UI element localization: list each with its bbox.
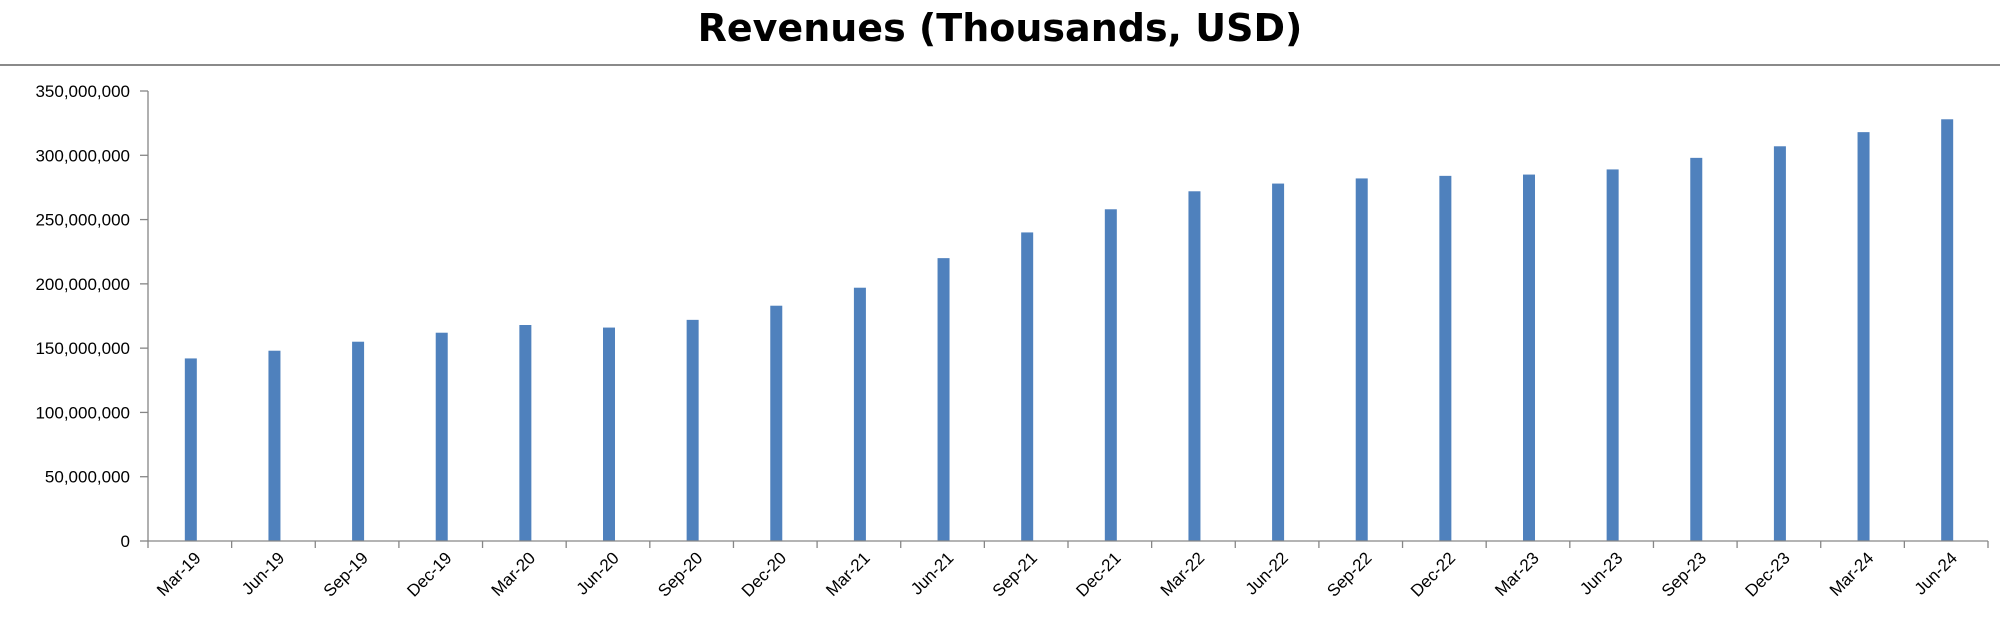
x-tick-label: Dec-19	[403, 548, 455, 600]
bars	[184, 119, 1954, 542]
bar	[1690, 157, 1703, 541]
title-divider	[0, 64, 2000, 66]
x-tick-label: Jun-19	[238, 548, 288, 598]
y-tick-label: 250,000,000	[35, 211, 130, 230]
x-tick-label: Dec-20	[738, 548, 790, 600]
x-tick-label: Jun-21	[907, 548, 957, 598]
y-tick-label: 300,000,000	[35, 146, 130, 165]
x-axis: Mar-19 Jun-19 Sep-19 Dec-19 Mar-20 Jun-20 Sep-…	[147, 540, 1989, 601]
bar	[1021, 232, 1034, 541]
x-tick-label: Sep-19	[320, 548, 372, 600]
chart-title: Revenues (Thousands, USD)	[697, 6, 1303, 50]
bar	[1439, 175, 1452, 541]
bar	[1773, 146, 1786, 542]
bar	[1104, 209, 1117, 542]
x-tick-label: Sep-23	[1658, 548, 1710, 600]
bar	[1523, 174, 1535, 542]
bar	[184, 358, 197, 541]
x-tick-label: Mar-21	[822, 548, 874, 600]
x-tick-label: Jun-22	[1242, 548, 1292, 598]
x-tick-label: Mar-20	[488, 548, 540, 600]
x-tick-label: Dec-23	[1742, 548, 1794, 600]
x-tick-label: Mar-24	[1826, 548, 1878, 600]
y-axis: 0 50,000,000 100,000,000 150,000,000 200,000…	[35, 82, 149, 551]
y-tick-label: 50,000,000	[45, 468, 130, 487]
bar	[1941, 119, 1954, 542]
y-tick-label: 200,000,000	[35, 275, 130, 294]
x-tick-label: Jun-23	[1576, 548, 1626, 598]
x-tick-label: Sep-21	[989, 548, 1041, 600]
x-tick-label: Dec-21	[1072, 548, 1124, 600]
bar	[686, 319, 699, 541]
x-tick-label: Mar-22	[1157, 548, 1209, 600]
x-tick-label: Sep-20	[654, 548, 706, 600]
bar	[1188, 191, 1201, 542]
bar	[770, 305, 783, 541]
x-tick-label: Mar-23	[1491, 548, 1543, 600]
bar	[603, 327, 615, 541]
bar	[352, 341, 365, 541]
y-tick-label: 100,000,000	[35, 403, 130, 422]
bar	[1857, 132, 1870, 541]
x-tick-label: Mar-19	[153, 548, 205, 600]
bar	[1355, 178, 1368, 541]
bar	[435, 332, 448, 541]
bar	[1606, 169, 1619, 541]
x-tick-label: Jun-20	[573, 548, 623, 598]
bar	[937, 258, 950, 541]
bar	[853, 287, 866, 541]
x-tick-label: Sep-22	[1323, 548, 1375, 600]
y-tick-label: 0	[121, 532, 130, 551]
x-tick-label: Dec-22	[1407, 548, 1459, 600]
x-tick-label: Jun-24	[1911, 548, 1961, 598]
bar	[268, 350, 281, 541]
y-tick-label: 350,000,000	[35, 82, 130, 101]
bar	[1272, 183, 1285, 542]
bar	[519, 325, 532, 541]
y-tick-label: 150,000,000	[35, 339, 130, 358]
